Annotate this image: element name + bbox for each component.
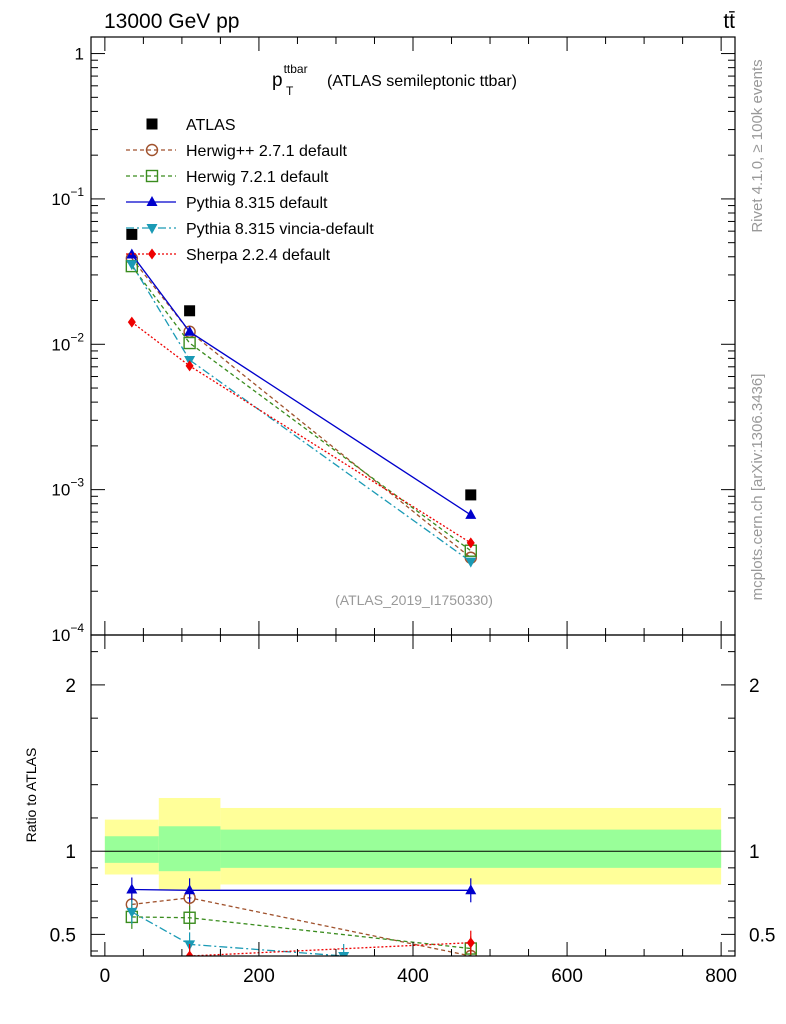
ratio-series-pythia-8-315-vincia-default [126,899,350,956]
legend-entry-atlas: ATLAS [146,117,236,134]
title-superscript: ttbar [284,62,308,76]
ratio-point [185,950,194,956]
legend-marker [146,118,158,130]
ratio-point [183,911,196,924]
legend-entry-pythia-8-315-default: Pythia 8.315 default [126,195,328,212]
series-pythia-8-315-vincia-default [126,260,477,568]
ratio-point [126,907,138,918]
ratio-point [466,937,475,949]
legend-entry-herwig-7-2-1-default: Herwig 7.2.1 default [126,169,329,186]
ratio-y-tick-label-right: 0.5 [749,925,775,946]
series-line [131,265,472,552]
data-point [126,260,138,271]
title-main: p [272,70,283,91]
data-point [465,508,477,519]
data-point [465,557,477,568]
y-tick-label: 10−4 [51,621,84,645]
y-tick-label: 1 [75,45,84,64]
x-tick-label: 600 [551,966,583,987]
ratio-y-tick-label: 2 [65,676,76,697]
legend-label: Herwig++ 2.7.1 default [186,143,348,160]
ratio-point [126,883,138,894]
source-url-label: mcplots.cern.ch [arXiv:1306.3436] [749,374,766,601]
series-pythia-8-315-default [126,248,477,519]
x-tick-label: 800 [705,966,737,987]
y-tick-label: 10−1 [51,185,84,209]
process-label: tt̄ [723,10,735,33]
ratio-panel-frame [90,634,736,957]
band-green-2 [220,829,722,868]
ratio-y-tick-label: 0.5 [50,925,76,946]
ratio-point [338,952,350,956]
x-tick-label: 200 [243,966,275,987]
ratio-y-tick-label-right: 2 [749,676,760,697]
legend-marker [146,224,158,234]
analysis-id: (ATLAS_2019_I1750330) [335,592,493,608]
legend-entry-herwig-2-7-1-default: Herwig++ 2.7.1 default [126,143,348,160]
main-series-layer [125,228,477,568]
data-point [466,537,475,549]
ratio-point [184,884,196,895]
legend-label: Herwig 7.2.1 default [186,169,329,186]
data-point [127,316,136,328]
ratio-series-pythia-8-315-default [126,877,477,903]
data-point [185,360,194,372]
series-line [131,263,472,563]
ratio-point [465,884,477,895]
series-line [131,257,472,559]
legend-label: ATLAS [186,117,236,134]
ratio-line [131,916,471,950]
band-green-0 [104,836,159,863]
title-rest: (ATLAS semileptonic ttbar) [327,73,517,90]
legend-label: Sherpa 2.2.4 default [186,247,331,264]
ratio-line [131,897,471,956]
plot-title: pttbar T (ATLAS semileptonic ttbar) [272,62,517,98]
legend-label: Pythia 8.315 vincia-default [186,221,374,238]
x-tick-label: 400 [397,966,429,987]
legend-marker [146,196,158,206]
legend: ATLAS Herwig++ 2.7.1 default Herwig 7.2.1 … [126,117,374,264]
legend-marker [145,143,159,157]
band-green-1 [158,826,221,872]
series-atlas [126,228,477,501]
y-tick-label: 10−3 [51,476,84,500]
series-line [131,321,472,544]
ratio-line [131,911,344,956]
data-point [184,305,196,317]
energy-label: 13000 GeV pp [104,10,239,33]
data-point [183,336,196,350]
legend-label: Pythia 8.315 default [186,195,328,212]
rivet-version-label: Rivet 4.1.0, ≥ 100k events [749,59,766,232]
title-subscript: T [286,84,294,98]
ratio-y-tick-label: 1 [65,842,76,863]
data-point [184,325,196,336]
ratio-series-sherpa-2-2-4-default [185,930,475,956]
legend-entry-sherpa-2-2-4-default: Sherpa 2.2.4 default [126,247,331,264]
ratio-line [131,888,471,891]
ratio-series-layer [125,877,477,956]
axis-ticks: 1 10−1 10−2 10−3 10−4 0.5 0.5 1 1 2 2 0 200 400 600 800 [50,37,775,987]
data-point [465,489,477,501]
data-point [126,228,138,240]
ratio-uncertainty-bands [104,797,722,890]
series-herwig-7-2-1-default [125,259,477,557]
legend-marker [145,169,159,183]
x-tick-label: 0 [100,966,111,987]
y-tick-label: 10−2 [51,330,84,354]
ratio-line [189,942,471,956]
ratio-y-tick-label-right: 1 [749,842,760,863]
ratio-ylabel: Ratio to ATLAS [23,748,39,843]
legend-marker [148,248,156,260]
series-line [131,254,472,516]
legend-entry-pythia-8-315-vincia-default: Pythia 8.315 vincia-default [126,221,374,238]
series-sherpa-2-2-4-default [127,316,475,549]
